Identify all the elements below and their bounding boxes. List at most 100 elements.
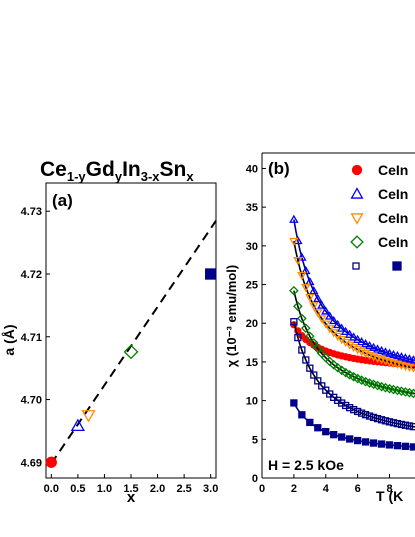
series-data-point bbox=[401, 442, 410, 450]
series-data-point bbox=[385, 418, 394, 426]
series-data-point bbox=[322, 428, 330, 436]
series-data-point bbox=[301, 284, 311, 293]
data-point bbox=[45, 456, 57, 468]
series-data-point bbox=[340, 367, 351, 378]
series-data-point bbox=[376, 345, 387, 355]
series-data-point bbox=[314, 377, 322, 385]
panel-a: (a) 0.0 0.5 1.0 1.5 2.0 2.5 3.0 4.694.704.714.… bbox=[1, 182, 218, 506]
series-data-point bbox=[294, 333, 302, 342]
x-tick-label: 0 bbox=[259, 483, 265, 495]
series-data-point bbox=[361, 438, 370, 446]
panel-a-points bbox=[45, 268, 217, 468]
data-point bbox=[123, 344, 139, 360]
series-data-point bbox=[317, 315, 327, 324]
series-data-point bbox=[340, 326, 351, 335]
series-data-point bbox=[356, 337, 367, 346]
panel-a-y-ticks: 4.69 4.70 4.71 4.72 4.73 bbox=[21, 206, 50, 469]
figure-title-part: Sn bbox=[160, 158, 187, 181]
series-data-point bbox=[381, 417, 390, 425]
figure-title-part: 1-y bbox=[67, 169, 87, 184]
legend-entry: CeIn bbox=[350, 186, 408, 202]
series-data-point bbox=[309, 302, 319, 311]
series-data-point bbox=[289, 214, 299, 223]
series-data-point bbox=[289, 285, 299, 296]
series-data-point bbox=[372, 344, 383, 353]
panel-b-y-axis-label: χ (10⁻³ emu/mol) bbox=[224, 265, 239, 367]
series-data-point bbox=[377, 440, 386, 448]
series-data-point bbox=[360, 339, 371, 348]
figure-title-part: In bbox=[122, 158, 141, 181]
y-tick-label: 4.72 bbox=[21, 269, 42, 281]
series-data-point bbox=[301, 323, 311, 333]
series-data-point bbox=[310, 371, 318, 379]
series-data-point bbox=[352, 346, 363, 355]
series-data-point bbox=[405, 422, 414, 430]
y-tick-label: 20 bbox=[246, 318, 258, 330]
series-data-point bbox=[369, 439, 378, 447]
series-data-point bbox=[336, 323, 347, 332]
x-tick-label: 0.5 bbox=[70, 483, 85, 495]
series-data-point bbox=[352, 334, 363, 344]
legend-entry: CeIn bbox=[350, 210, 408, 226]
x-tick-label: 2.5 bbox=[176, 483, 191, 495]
figure-title-part: Ce bbox=[40, 158, 67, 181]
figure-title-part: x bbox=[186, 169, 194, 184]
series-data-point bbox=[332, 362, 343, 373]
series-data-point bbox=[349, 405, 358, 414]
y-tick-label: 5 bbox=[252, 434, 258, 446]
y-tick-label: 15 bbox=[246, 357, 258, 369]
series-data-point bbox=[353, 436, 362, 445]
y-tick-label: 4.73 bbox=[21, 206, 42, 218]
y-tick-label: 4.69 bbox=[21, 457, 42, 469]
panel-a-label: (a) bbox=[52, 191, 73, 210]
series-data-point bbox=[344, 329, 355, 338]
series bbox=[289, 237, 415, 373]
series-data-point bbox=[404, 354, 415, 363]
series-data-point bbox=[313, 309, 323, 318]
series-data-point bbox=[290, 318, 298, 326]
legend-label: CeIn bbox=[378, 162, 408, 178]
series-data-point bbox=[397, 420, 406, 429]
panel-a-fit-line bbox=[50, 220, 217, 465]
legend-label: CeIn bbox=[378, 234, 408, 250]
panel-b-series bbox=[289, 214, 415, 451]
series-data-point bbox=[297, 313, 307, 324]
series-data-point bbox=[408, 355, 415, 364]
series-data-point bbox=[321, 306, 331, 315]
x-tick-label: 6 bbox=[355, 483, 361, 495]
series-data-point bbox=[306, 418, 314, 427]
series-data-point bbox=[409, 423, 415, 431]
series-data-point bbox=[393, 419, 402, 428]
series-data-point bbox=[328, 359, 339, 370]
series-data-point bbox=[388, 349, 399, 359]
series-data-point bbox=[304, 331, 315, 342]
series-data-point bbox=[305, 293, 315, 303]
series-data-point bbox=[396, 352, 407, 361]
x-tick-label: 2.0 bbox=[150, 483, 165, 495]
fit-line bbox=[50, 220, 217, 465]
series bbox=[290, 399, 415, 451]
series-data-point bbox=[365, 412, 374, 420]
series-data-point bbox=[346, 403, 354, 412]
y-tick-label: 25 bbox=[246, 280, 258, 292]
y-tick-label: 4.70 bbox=[21, 395, 42, 407]
series-data-point bbox=[297, 271, 307, 281]
series-data-point bbox=[306, 364, 314, 372]
legend-entry: CeIn bbox=[351, 162, 408, 178]
figure-title-part: Gd bbox=[86, 158, 115, 181]
series-data-point bbox=[380, 347, 391, 356]
data-point bbox=[205, 268, 217, 280]
x-tick-label: 2 bbox=[291, 483, 297, 495]
panel-b-x-axis-label: T (K bbox=[376, 488, 403, 504]
series-data-point bbox=[290, 399, 298, 407]
series-data-point bbox=[400, 353, 411, 362]
series-data-point bbox=[314, 424, 322, 432]
y-tick-label: 40 bbox=[246, 163, 258, 175]
series-data-point bbox=[308, 338, 319, 348]
series bbox=[290, 318, 415, 431]
series-data-point bbox=[377, 416, 386, 424]
series-data-point bbox=[392, 351, 403, 360]
series-data-point bbox=[293, 257, 303, 266]
y-tick-label: 30 bbox=[246, 241, 258, 253]
figure-title-part: y bbox=[115, 169, 123, 184]
